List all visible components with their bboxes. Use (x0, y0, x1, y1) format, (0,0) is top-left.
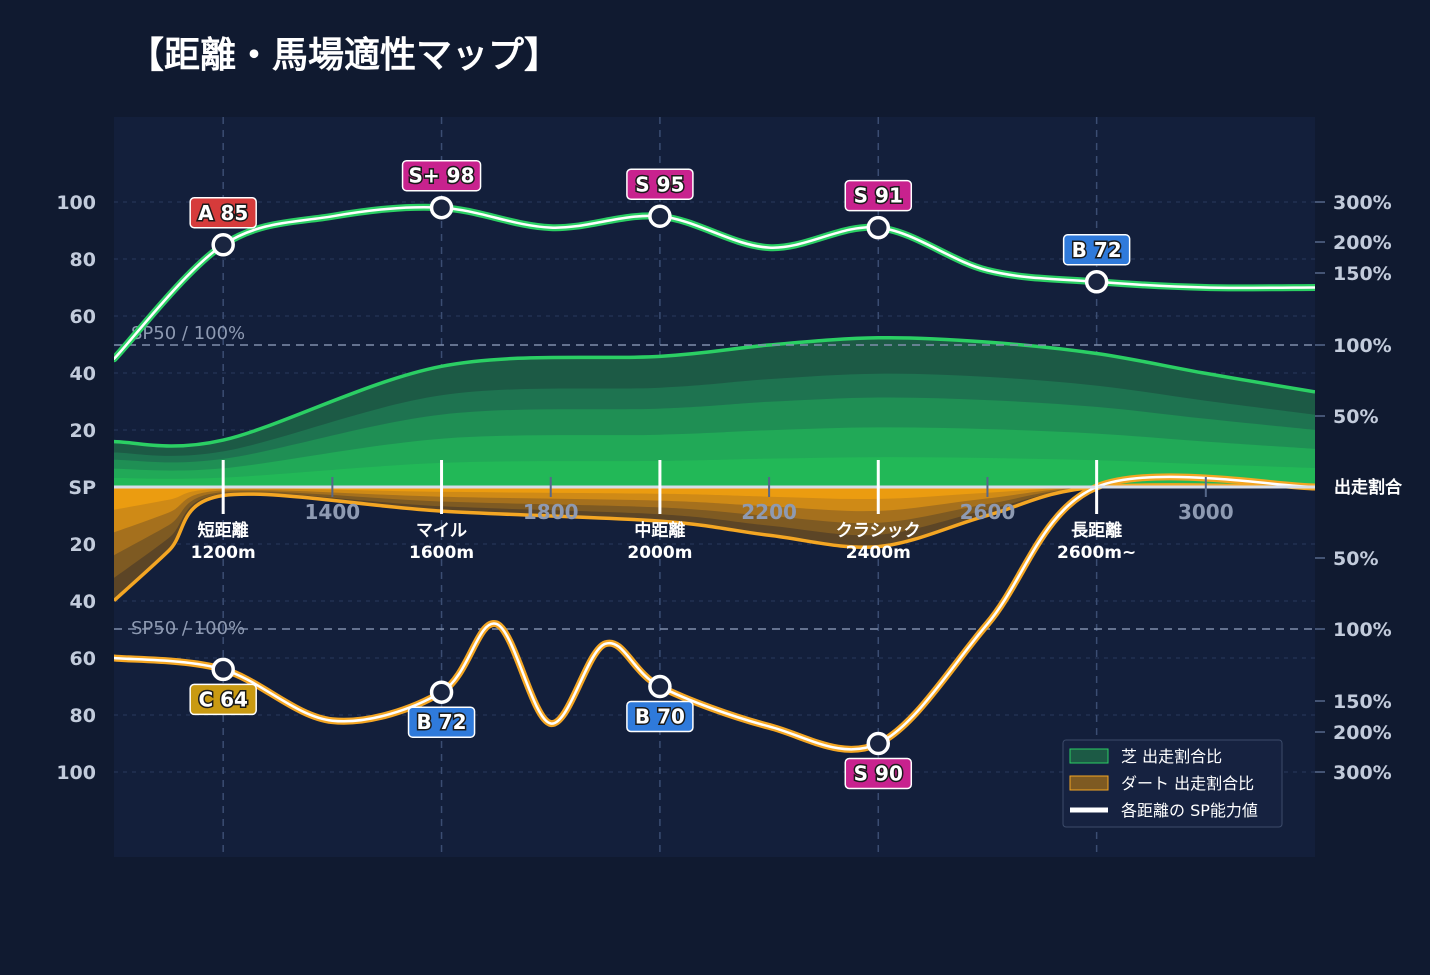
x-tick-label: 2600 (960, 500, 1016, 524)
turf-sp-point (866, 215, 891, 240)
grade-badge: S+ 98 (401, 159, 482, 192)
sp-markers: A 85 S+ 98 S 95 S 91 B 72 C 64 B 72 B 70 S 90 (189, 159, 1131, 790)
ratio-tick-bottom: 300% (1333, 762, 1392, 784)
x-tick-label: 1400 (305, 500, 361, 524)
sp-tick-top: 40 (70, 363, 96, 385)
ratio-tick-top: 200% (1333, 232, 1392, 254)
grade-badge-bg (844, 179, 913, 212)
reference-label-bottom: SP50 / 100% (131, 618, 245, 639)
sp-tick-bottom: 20 (70, 534, 96, 556)
legend-swatch-dirt (1069, 775, 1109, 791)
sp-tick-top: 80 (70, 249, 96, 271)
ratio-tick-bottom: 50% (1333, 548, 1378, 570)
ratio-tick-bottom: 150% (1333, 691, 1392, 713)
turf-ratio-area (114, 457, 1315, 487)
legend-label: 芝 出走割合比 (1121, 747, 1222, 766)
grade-badge: S 90 (844, 757, 913, 790)
turf-sp-point (211, 233, 235, 257)
grade-badge: B 72 (1062, 234, 1131, 266)
dirt-ratio-line (114, 483, 1315, 602)
sp-tick-top: 100 (56, 192, 96, 214)
grade-badge-bg (407, 706, 476, 738)
x-tick-label: 3000 (1178, 500, 1234, 524)
dirt-ratio-area (114, 486, 1315, 510)
zone-name-label: クラシック (836, 521, 921, 541)
dirt-sp-point (211, 657, 235, 682)
zone-distance-label: 1200m (191, 543, 256, 563)
zone-name-label: 短距離 (198, 520, 249, 541)
grade-badge-bg (844, 757, 913, 790)
sp-tick-top: 60 (70, 306, 96, 328)
grade-badge-label: A 85 (198, 201, 248, 225)
zone-name-label: 中距離 (634, 520, 685, 541)
legend-box (1062, 739, 1283, 828)
ratio-tick-bottom: 100% (1333, 619, 1392, 641)
legend-label: ダート 出走割合比 (1121, 774, 1254, 793)
legend-label: 各距離の SP能力値 (1121, 801, 1258, 820)
axes: 1400 1800 2200 2600 3000短距離1200mマイル1600m中距離2… (56, 192, 1403, 784)
grade-badge-label: B 72 (417, 710, 467, 734)
turf-ratio-line (114, 335, 1315, 448)
sp-axis-label: SP (68, 477, 96, 499)
dirt-sp-line (114, 475, 1315, 751)
reference-label-top: SP50 / 100% (131, 323, 245, 344)
turf-sp-point (429, 195, 454, 220)
grade-badge-bg (401, 159, 482, 192)
grade-badge: S 95 (626, 168, 694, 200)
dirt-ratio-area (114, 486, 1315, 533)
ratio-tick-bottom: 200% (1333, 722, 1392, 744)
turf-sp-point (648, 204, 672, 228)
grade-badge-bg (189, 683, 257, 716)
grade-badge-label: B 72 (1072, 238, 1122, 262)
zone-distance-label: 1600m (409, 543, 474, 563)
sp-tick-bottom: 60 (70, 648, 96, 670)
grade-badge-label: S 95 (635, 172, 684, 196)
zone-name-label: マイル (416, 521, 467, 541)
sp-tick-bottom: 100 (56, 762, 96, 784)
ratio-tick-top: 300% (1333, 192, 1392, 214)
ratio-tick-top: 150% (1333, 263, 1392, 285)
grade-badge: S 91 (844, 179, 913, 212)
grade-badge-label: B 70 (635, 705, 685, 729)
dirt-sp-point (648, 674, 672, 699)
grade-badge-bg (189, 197, 257, 229)
ratio-axis-label: 出走割合 (1334, 477, 1403, 498)
x-tick-label: 1800 (523, 500, 579, 524)
zone-distance-label: 2400m (846, 543, 911, 563)
grade-badge: A 85 (189, 197, 257, 229)
grade-badge-label: S+ 98 (409, 164, 475, 188)
grade-badge-bg (626, 700, 694, 733)
grade-badge-label: C 64 (198, 687, 247, 711)
sp-tick-bottom: 40 (70, 591, 96, 613)
sp-tick-top: 20 (70, 420, 96, 442)
grade-badge: B 70 (626, 700, 694, 733)
grade-badge-label: S 90 (854, 762, 903, 786)
turf-sp-point (1084, 270, 1109, 294)
grade-badge: B 72 (407, 706, 476, 738)
grade-badge-bg (626, 168, 694, 200)
zone-distance-label: 2600m~ (1057, 543, 1136, 563)
ratio-tick-top: 50% (1333, 406, 1378, 428)
ratio-tick-top: 100% (1333, 335, 1392, 357)
ratio-areas (114, 335, 1315, 602)
grade-badge-bg (1062, 234, 1131, 266)
grade-badge: C 64 (189, 683, 257, 716)
sp-tick-bottom: 80 (70, 705, 96, 727)
grade-badge-label: S 91 (854, 184, 903, 208)
dirt-sp-point (429, 680, 454, 704)
zone-name-label: 長距離 (1071, 520, 1122, 541)
dirt-sp-point (866, 731, 891, 756)
x-tick-label: 2200 (741, 500, 797, 524)
chart-title: 【距離・馬場適性マップ】 (128, 35, 560, 76)
zone-distance-label: 2000m (627, 543, 692, 563)
legend-swatch-turf (1069, 748, 1109, 764)
